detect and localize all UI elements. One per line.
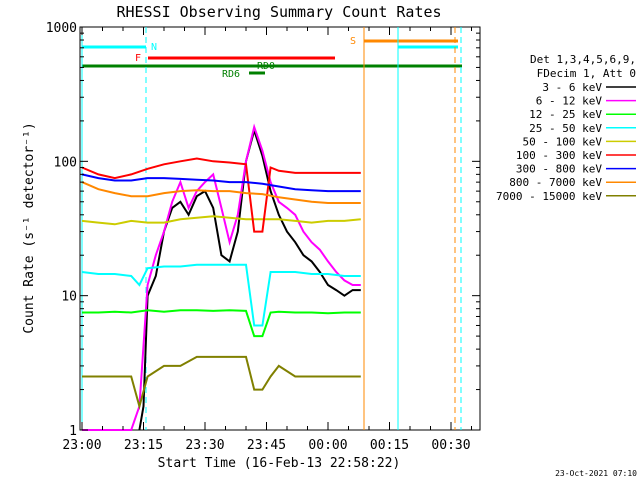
series-line-8 (82, 355, 361, 411)
x-tick-label-3: 23:45 (247, 438, 286, 453)
legend-label-6: 300 - 800 keV (516, 163, 602, 176)
y-tick-label-1: 10 (61, 290, 77, 305)
legend-header-1: FDecim 1, Att 0 (537, 67, 636, 80)
legend-label-7: 800 - 7000 keV (509, 176, 602, 189)
footer-date: 23-Oct-2021 07:10 (555, 469, 637, 478)
series-line-6 (81, 173, 361, 193)
series-line-0 (138, 126, 361, 431)
x-tick-label-6: 00:30 (431, 438, 470, 453)
flag-rd0-label: RD0 (257, 61, 275, 72)
x-tick-label-4: 00:00 (308, 438, 347, 453)
x-axis-label: Start Time (16-Feb-13 22:58:22) (158, 456, 401, 471)
legend-label-0: 3 - 6 keV (542, 81, 602, 94)
x-tick-label-1: 23:15 (124, 438, 163, 453)
legend-label-2: 12 - 25 keV (529, 108, 602, 121)
series-layer (81, 123, 361, 431)
series-line-5 (81, 157, 361, 233)
y-tick-label-3: 1000 (46, 21, 77, 36)
chart-title: RHESSI Observing Summary Count Rates (116, 3, 441, 21)
series-line-3 (81, 263, 361, 327)
x-tick-label-2: 23:30 (185, 438, 224, 453)
series-line-7 (81, 181, 361, 204)
x-tick-label-5: 00:15 (370, 438, 409, 453)
plot-frame (79, 26, 481, 431)
legend-label-4: 50 - 100 keV (523, 135, 603, 148)
flag-n-label: N (151, 42, 157, 53)
series-line-4 (81, 215, 361, 226)
series-line-2 (82, 309, 361, 338)
y-tick-label-2: 100 (54, 155, 77, 170)
series-line-1 (82, 123, 361, 431)
y-axis-label: Count Rate (s⁻¹ detector⁻¹) (22, 122, 37, 333)
x-tick-label-0: 23:00 (62, 438, 101, 453)
flag-s-label: S (350, 36, 356, 47)
time-markers (81, 27, 462, 430)
legend-header-0: Det 1,3,4,5,6,9, (530, 53, 636, 66)
axis-layer: 1 10 100 1000 23:00 23:15 23:30 23:45 00:00 00:15… (46, 21, 480, 453)
legend: Det 1,3,4,5,6,9,FDecim 1, Att 03 - 6 keV… (496, 53, 636, 203)
legend-label-5: 100 - 300 keV (516, 149, 602, 162)
legend-label-8: 7000 - 15000 keV (496, 190, 602, 203)
flag-f-label: F (135, 53, 141, 64)
legend-label-1: 6 - 12 keV (536, 95, 603, 108)
legend-label-3: 25 - 50 keV (529, 122, 602, 135)
flag-rd6-label: RD6 (222, 69, 240, 80)
flag-bars: N F RD0 RD6 S (82, 36, 462, 80)
y-tick-label-0: 1 (69, 424, 77, 439)
